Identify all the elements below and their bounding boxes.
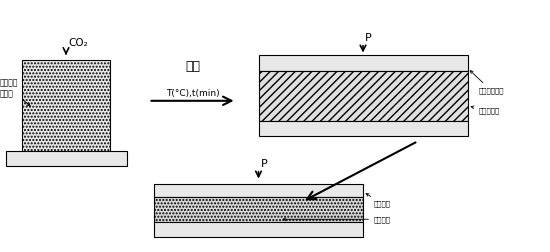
Bar [154,197,363,222]
Bar [258,71,468,121]
Bar [258,55,468,71]
Text: 粗大的泡孔: 粗大的泡孔 [471,106,500,114]
Bar [154,184,363,197]
Text: 无序的纳
米粒子: 无序的纳 米粒子 [0,79,30,106]
Text: 纳米粒子取向: 纳米粒子取向 [470,71,504,94]
Text: CO₂: CO₂ [69,38,89,48]
Bar [6,151,126,166]
Bar [258,121,468,136]
Text: P: P [365,33,372,43]
Text: 纳米粒子: 纳米粒子 [366,194,391,207]
FancyBboxPatch shape [22,60,110,156]
Bar [154,222,363,237]
Text: 高度取向: 高度取向 [283,216,391,223]
Text: P: P [261,159,267,169]
Text: T(°C),t(min): T(°C),t(min) [166,89,219,98]
Text: 发泡: 发泡 [185,60,200,73]
